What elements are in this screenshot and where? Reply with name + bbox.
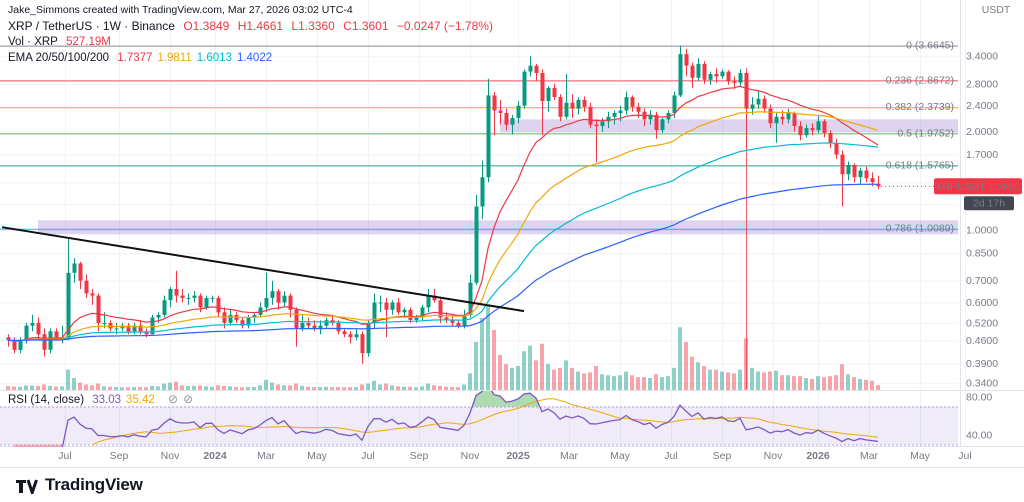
svg-text:Jul: Jul [58,450,71,462]
legend-value: 33.03 [92,394,122,406]
fib-zone [38,220,958,235]
ohlc-high: H1.4661 [237,19,284,33]
attribution-text: Jake_Simmons created with TradingView.co… [8,4,353,16]
svg-text:0.618 (1.5765): 0.618 (1.5765) [886,159,954,171]
ema-label: EMA 20/50/100/200 [8,52,110,64]
legend-value: 1.7377 [117,52,153,64]
svg-text:0.382 (2.3739): 0.382 (2.3739) [886,101,954,113]
legend-value: 1.9811 [157,52,192,64]
rsi-values: 33.03 35.42 [92,394,160,406]
svg-text:0.5 (1.9752): 0.5 (1.9752) [897,127,954,139]
svg-text:2.8000: 2.8000 [966,78,998,90]
svg-text:May: May [610,450,631,462]
svg-text:Mar: Mar [257,450,276,462]
price-badge: XRPUSDT 1.3601 [934,178,1022,195]
fib-zone [500,119,958,133]
trendline [1,226,525,313]
legend-value: 35.42 [126,394,155,406]
svg-text:2d 17h: 2d 17h [973,197,1005,209]
ohlc-change: −0.0247 (−1.78%) [396,19,493,33]
ema-legend[interactable]: EMA 20/50/100/200 1.7377 1.9811 1.6013 1.40… [8,52,282,64]
svg-text:Nov: Nov [764,450,783,462]
svg-text:0.8500: 0.8500 [966,248,998,260]
svg-text:3.4000: 3.4000 [966,51,998,63]
ema-values: 1.7377 1.9811 1.6013 1.4022 [117,52,277,64]
svg-text:0.236 (2.8672): 0.236 (2.8672) [886,74,954,86]
svg-text:0.5200: 0.5200 [966,317,998,329]
svg-text:Jul: Jul [361,450,374,462]
svg-text:40.00: 40.00 [966,430,992,442]
crossed-circle-icon: ⊘ [168,392,179,406]
svg-text:Mar: Mar [560,450,579,462]
ohlc-close: C1.3601 [343,19,389,33]
volume-bars [6,305,880,390]
volume-label: Vol · XRP [8,36,58,48]
candles [6,45,881,364]
svg-text:Mar: Mar [860,450,879,462]
svg-text:2026: 2026 [806,450,830,462]
tradingview-logo-icon[interactable] [14,476,38,494]
svg-text:0.4600: 0.4600 [966,335,998,347]
tradingview-brand[interactable]: TradingView [45,475,143,494]
volume-legend[interactable]: Vol · XRP 527.19M [8,36,116,48]
svg-text:2025: 2025 [506,450,530,462]
fib-lines: 0 (3.6645) 0.236 (2.8672) 0.382 (2.3739) 0.… [0,40,958,235]
svg-text:2024: 2024 [203,450,227,462]
svg-text:May: May [307,450,328,462]
svg-text:XRPUSDT 1.3601: XRPUSDT 1.3601 [935,181,1020,193]
svg-text:1.7000: 1.7000 [966,149,998,161]
symbol-legend[interactable]: XRP / TetherUS · 1W · Binance O1.3849 H1… [8,19,498,33]
svg-text:Jul: Jul [664,450,677,462]
svg-text:2.0000: 2.0000 [966,126,998,138]
svg-text:May: May [910,450,931,462]
svg-text:Sep: Sep [410,450,429,462]
ohlc-open: O1.3849 [183,19,230,33]
rsi-icons: ⊘ ⊘ [168,392,198,406]
rsi-title: RSI (14, close) [8,394,85,406]
svg-text:80.00: 80.00 [966,392,992,404]
rsi-legend[interactable]: RSI (14, close) 33.03 35.42 ⊘ ⊘ [8,392,203,406]
svg-text:0.786 (1.0089): 0.786 (1.0089) [886,223,954,235]
gridlines [0,0,966,446]
crossed-circle-icon: ⊘ [183,392,194,406]
price-axis: 3.40002.80002.40002.00001.70001.40001.20… [966,4,1011,442]
svg-text:0 (3.6645): 0 (3.6645) [906,40,954,52]
svg-text:0.7000: 0.7000 [966,275,998,287]
svg-text:0.3400: 0.3400 [966,378,998,390]
svg-text:1.0000: 1.0000 [966,225,998,237]
volume-value: 527.19M [66,36,111,48]
svg-text:USDT: USDT [982,4,1011,16]
svg-text:Nov: Nov [161,450,180,462]
price-chart-canvas[interactable]: 0 (3.6645) 0.236 (2.8672) 0.382 (2.3739) 0.… [0,0,1024,467]
legend-value: 1.6013 [196,52,232,64]
svg-text:Sep: Sep [713,450,732,462]
time-axis: Jul Sep Nov 2024 Mar May Jul Sep Nov 2025 Mar May Ju… [58,450,971,462]
countdown-badge: 2d 17h [964,196,1014,211]
legend-value: 1.4022 [236,52,273,64]
rsi-pane [0,391,958,447]
svg-text:0.3900: 0.3900 [966,358,998,370]
svg-text:Nov: Nov [461,450,480,462]
symbol-title: XRP / TetherUS · 1W · Binance [8,19,175,33]
svg-text:2.4000: 2.4000 [966,100,998,112]
ema-lines [7,85,879,342]
bottom-toolbar: TradingView [0,467,1024,502]
svg-text:0.6000: 0.6000 [966,297,998,309]
ohlc-low: L1.3360 [291,19,335,33]
svg-text:Jul: Jul [958,450,971,462]
svg-text:Sep: Sep [110,450,129,462]
